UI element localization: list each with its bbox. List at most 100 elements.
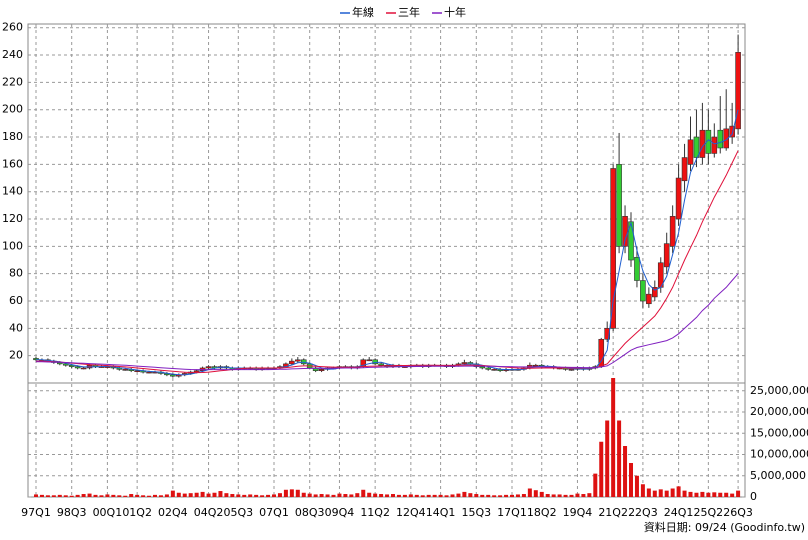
volume-bar [99,495,104,497]
y-tick-label: 60 [9,294,23,307]
x-tick-label: 04Q2 [194,506,224,519]
volume-bar [81,494,86,497]
volume-bar [75,494,80,497]
x-tick-label: 26Q3 [723,506,753,519]
volume-bar [117,495,122,497]
volume-tick-label: 25,000,000 [750,384,808,397]
volume-bar [313,494,318,497]
volume-bar [682,490,687,497]
volume-bar [438,494,443,497]
candle-body [711,136,718,154]
source-note: 資料日期: 09/24 (Goodinfo.tw) [644,520,805,534]
candle-body [134,370,140,373]
x-tick-label: 01Q2 [122,506,152,519]
y-tick-label: 20 [9,349,23,362]
volume-bar [664,490,669,497]
volume-bar [569,494,574,497]
volume-bar [718,492,723,497]
volume-bar [87,493,92,497]
candle-body [146,371,152,374]
volume-bar [724,492,729,497]
volume-bar [498,495,503,497]
volume-bar [611,378,616,497]
x-tick-label: 18Q2 [527,506,557,519]
volume-bar [206,493,211,497]
volume-bar [325,494,330,497]
volume-bar [283,489,288,497]
volume-bar [277,493,282,497]
volume-bar [230,494,235,497]
volume-bar [670,488,675,497]
volume-bar [533,490,538,497]
candle-body [687,139,694,165]
volume-bar [212,492,217,497]
volume-bar [587,493,592,497]
candle-body [646,293,652,305]
volume-bar [379,494,384,497]
x-tick-label: 00Q1 [93,506,123,519]
volume-bar [218,491,223,497]
candle-body [669,215,676,247]
volume-bar [57,494,62,497]
volume-bar [706,492,711,497]
volume-bar [634,475,639,497]
x-tick-label: 11Q2 [360,506,390,519]
candle-body [693,136,700,158]
x-tick-label: 21Q2 [598,506,628,519]
volume-bar [474,494,479,497]
volume-bar [646,488,651,497]
x-tick-label: 14Q1 [426,506,456,519]
volume-bar [272,494,276,497]
volume-bar [563,494,568,497]
volume-bar [420,495,425,497]
volume-bar [93,494,98,497]
volume-bar [629,463,633,497]
x-tick-label: 22Q3 [628,506,658,519]
candle-body [532,364,539,367]
candle-body [723,128,730,149]
volume-bar [63,495,68,497]
x-tick-label: 07Q1 [259,506,289,519]
y-tick-label: 100 [2,239,23,252]
x-tick-label: 12Q4 [396,506,426,519]
y-tick-label: 160 [2,157,23,170]
volume-bar [105,494,110,497]
y-tick-label: 180 [2,130,23,143]
volume-bar [712,492,717,497]
legend-label: 年線 [352,5,374,19]
volume-tick-label: 0 [750,490,757,503]
volume-bar [182,493,187,497]
volume-bar [432,494,437,497]
volume-bar [694,492,699,497]
y-tick-label: 220 [2,75,23,88]
candle-body [80,367,87,370]
volume-bar [129,494,134,497]
candle-body [366,359,373,362]
volume-bar [289,489,294,497]
candle-body [205,366,212,369]
x-tick-label: 17Q1 [497,506,527,519]
volume-bar [176,492,181,497]
x-tick-label: 19Q4 [563,506,593,519]
volume-bar [676,486,681,497]
volume-bar [444,495,449,497]
x-tick-label: 15Q3 [461,506,491,519]
x-tick-label: 24Q1 [664,506,694,519]
volume-bar [545,494,550,497]
volume-bar [557,494,562,497]
legend-label: 十年 [444,5,466,19]
y-tick-label: 200 [2,103,23,116]
volume-bar [194,492,199,497]
volume-bar [158,495,163,497]
ma-line [36,109,739,376]
candle-body [289,360,295,365]
volume-bar [575,493,580,497]
volume-bar [593,473,598,497]
volume-bar [527,488,532,497]
x-tick-label: 09Q4 [325,506,355,519]
volume-bar [539,491,544,497]
volume-bar [736,490,741,497]
volume-bar [147,495,152,497]
volume-bar [408,494,413,497]
candle-body [604,328,611,340]
